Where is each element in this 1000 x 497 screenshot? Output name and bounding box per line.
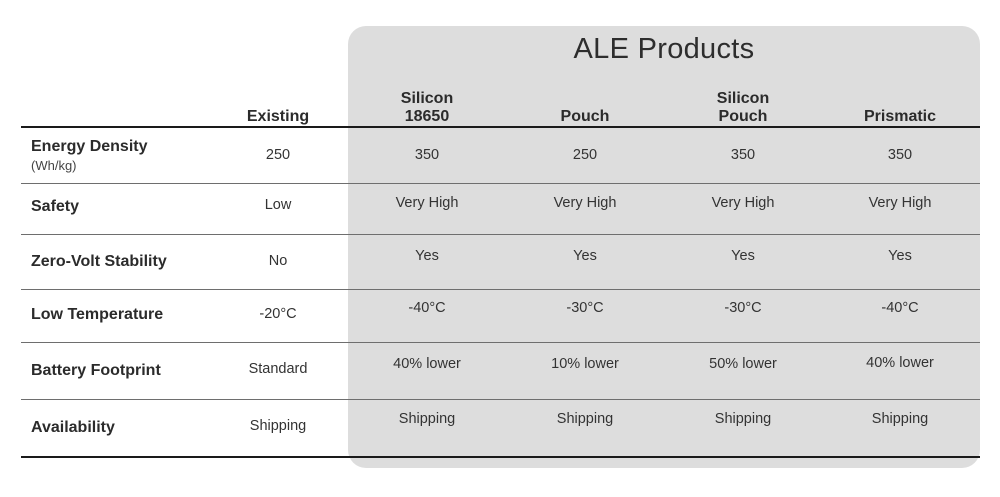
cell-pouch: 10% lower xyxy=(551,356,619,372)
row-label-text: Safety xyxy=(31,198,80,215)
cell-prismatic: Shipping xyxy=(871,411,929,427)
row-divider xyxy=(21,289,980,290)
table-bottom-rule xyxy=(21,456,980,458)
group-title: ALE Products xyxy=(573,33,755,65)
row-label-safety: Safety xyxy=(31,198,79,216)
col-header-prismatic-label: Prismatic xyxy=(863,108,937,125)
cell-silicon-18650: 350 xyxy=(414,147,440,163)
row-label-zero-volt-stability: Zero-Volt Stability xyxy=(31,253,167,271)
row-label-unit: (Wh/kg) xyxy=(31,158,77,173)
cell-silicon-pouch: Yes xyxy=(731,248,755,264)
cell-silicon-pouch: 50% lower xyxy=(709,356,777,372)
col-header-silicon-18650-label: Silicon 18650 xyxy=(401,90,453,126)
cell-existing: 250 xyxy=(265,147,291,163)
cell-silicon-pouch: Very High xyxy=(711,195,775,211)
row-label-battery-footprint: Battery Footprint xyxy=(31,362,161,380)
cell-existing: -20°C xyxy=(259,306,297,322)
cell-existing: Low xyxy=(264,197,292,213)
row-label-text: Zero-Volt Stability xyxy=(31,253,167,270)
row-label-low-temperature: Low Temperature xyxy=(31,306,163,324)
cell-existing: Standard xyxy=(248,361,308,377)
cell-existing: Shipping xyxy=(249,418,307,434)
col-header-silicon-pouch-label: Silicon Pouch xyxy=(717,90,769,126)
row-label-text: Battery Footprint xyxy=(31,362,161,379)
ale-products-panel xyxy=(348,26,980,468)
row-label-energy-density: Energy Density (Wh/kg) xyxy=(31,138,147,173)
col-header-existing-label: Existing xyxy=(246,108,310,125)
cell-pouch: Very High xyxy=(553,195,617,211)
row-label-text: Low Temperature xyxy=(31,306,164,323)
cell-silicon-18650: 40% lower xyxy=(393,356,461,372)
cell-pouch: 250 xyxy=(572,147,598,163)
col-header-silicon-pouch-line1: Silicon xyxy=(716,90,770,107)
cell-silicon-18650: -40°C xyxy=(408,300,446,316)
cell-prismatic: 40% lower xyxy=(866,355,934,371)
cell-silicon-18650: Very High xyxy=(395,195,459,211)
cell-existing: No xyxy=(268,253,288,269)
cell-prismatic: 350 xyxy=(887,147,913,163)
cell-prismatic: -40°C xyxy=(881,300,919,316)
col-header-silicon-pouch-line2: Pouch xyxy=(718,108,768,125)
cell-prismatic: Yes xyxy=(888,248,912,264)
cell-pouch: Yes xyxy=(573,248,597,264)
cell-pouch: -30°C xyxy=(566,300,604,316)
cell-silicon-18650: Shipping xyxy=(398,411,456,427)
row-divider xyxy=(21,342,980,343)
row-divider xyxy=(21,399,980,400)
row-label-availability: Availability xyxy=(31,419,115,437)
cell-prismatic: Very High xyxy=(868,195,932,211)
row-divider xyxy=(21,183,980,184)
col-header-silicon-pouch: Silicon Pouch xyxy=(683,78,803,126)
header-rule xyxy=(21,126,980,128)
col-header-pouch-label: Pouch xyxy=(560,108,610,125)
row-divider xyxy=(21,234,980,235)
col-header-silicon-18650-line2: 18650 xyxy=(404,108,450,125)
cell-silicon-18650: Yes xyxy=(415,248,439,264)
cell-silicon-pouch: 350 xyxy=(730,147,756,163)
row-label-text: Availability xyxy=(31,419,115,436)
col-header-silicon-18650: Silicon 18650 xyxy=(367,78,487,126)
col-header-pouch: Pouch xyxy=(525,78,645,126)
col-header-existing: Existing xyxy=(218,78,338,126)
row-label-text: Energy Density xyxy=(31,138,148,155)
cell-silicon-pouch: -30°C xyxy=(724,300,762,316)
col-header-silicon-18650-line1: Silicon xyxy=(400,90,454,107)
col-header-prismatic: Prismatic xyxy=(840,78,960,126)
cell-silicon-pouch: Shipping xyxy=(714,411,772,427)
cell-pouch: Shipping xyxy=(556,411,614,427)
